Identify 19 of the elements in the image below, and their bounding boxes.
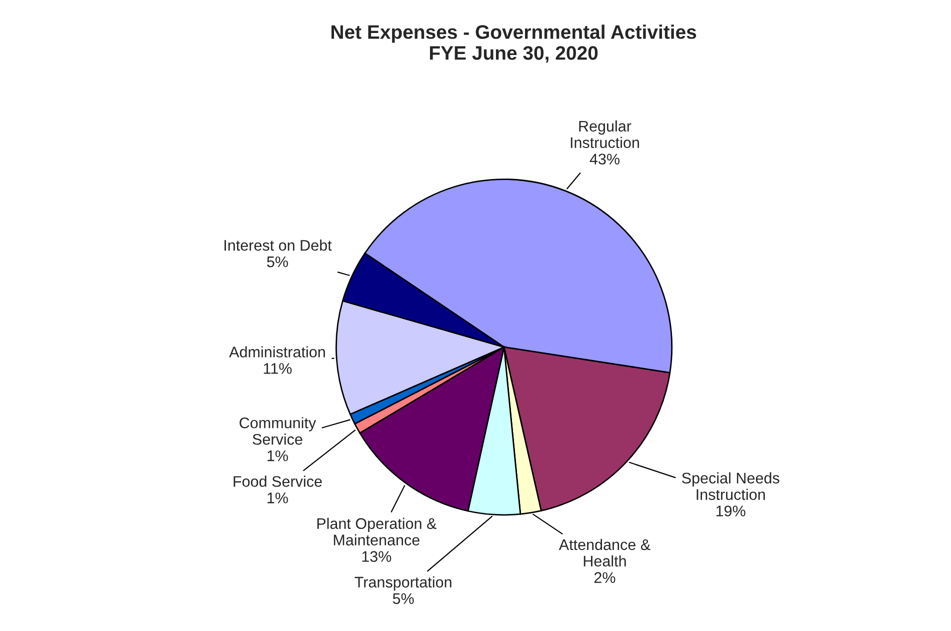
data-label: 13% bbox=[362, 551, 392, 562]
data-label: 11% bbox=[264, 363, 292, 374]
slice-label: Community Service bbox=[240, 417, 316, 445]
slice-label: Attendance & Health bbox=[558, 538, 650, 567]
data-label: 5% bbox=[392, 593, 414, 604]
slice-label: Special Needs Instruction bbox=[682, 472, 780, 500]
data-label: 2% bbox=[594, 572, 616, 583]
data-label: 5% bbox=[267, 256, 288, 268]
slice-label: Interest on Debt bbox=[224, 240, 332, 251]
chart-title: Net Expenses - Governmental Activities FYE June 30, 2020 bbox=[332, 24, 696, 63]
slice-label: Transportation bbox=[354, 576, 452, 591]
data-label: 1% bbox=[268, 450, 288, 462]
data-label: 43% bbox=[590, 154, 620, 165]
slice-label: Food Service bbox=[234, 476, 322, 487]
slice-label: Plant Operation & Maintenance bbox=[317, 518, 436, 546]
data-label: 1% bbox=[268, 492, 288, 504]
data-label: 19% bbox=[716, 506, 746, 516]
slice-label: Administration bbox=[229, 346, 325, 358]
slice-label: Regular Instruction bbox=[570, 120, 639, 148]
